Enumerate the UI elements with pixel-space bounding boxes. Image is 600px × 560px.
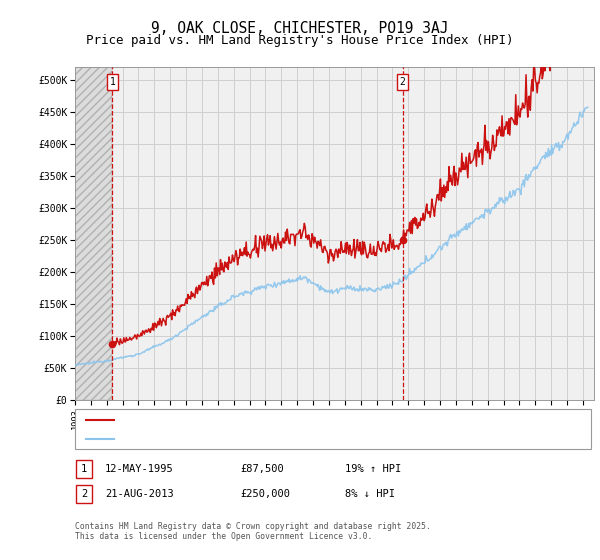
Text: 9, OAK CLOSE, CHICHESTER, PO19 3AJ: 9, OAK CLOSE, CHICHESTER, PO19 3AJ bbox=[151, 21, 449, 36]
Text: Price paid vs. HM Land Registry's House Price Index (HPI): Price paid vs. HM Land Registry's House … bbox=[86, 34, 514, 46]
Text: HPI: Average price, semi-detached house, Chichester: HPI: Average price, semi-detached house,… bbox=[120, 434, 426, 444]
Text: 2: 2 bbox=[400, 77, 406, 87]
Text: £250,000: £250,000 bbox=[240, 489, 290, 499]
Text: 9, OAK CLOSE, CHICHESTER, PO19 3AJ (semi-detached house): 9, OAK CLOSE, CHICHESTER, PO19 3AJ (semi… bbox=[120, 415, 456, 425]
Bar bbox=[75, 67, 112, 400]
Text: 19% ↑ HPI: 19% ↑ HPI bbox=[345, 464, 401, 474]
Text: Contains HM Land Registry data © Crown copyright and database right 2025.
This d: Contains HM Land Registry data © Crown c… bbox=[75, 522, 431, 542]
Text: 1: 1 bbox=[110, 77, 115, 87]
Text: £87,500: £87,500 bbox=[240, 464, 284, 474]
Text: 12-MAY-1995: 12-MAY-1995 bbox=[105, 464, 174, 474]
Text: 8% ↓ HPI: 8% ↓ HPI bbox=[345, 489, 395, 499]
Text: 21-AUG-2013: 21-AUG-2013 bbox=[105, 489, 174, 499]
Text: 2: 2 bbox=[81, 489, 87, 499]
Text: 1: 1 bbox=[81, 464, 87, 474]
